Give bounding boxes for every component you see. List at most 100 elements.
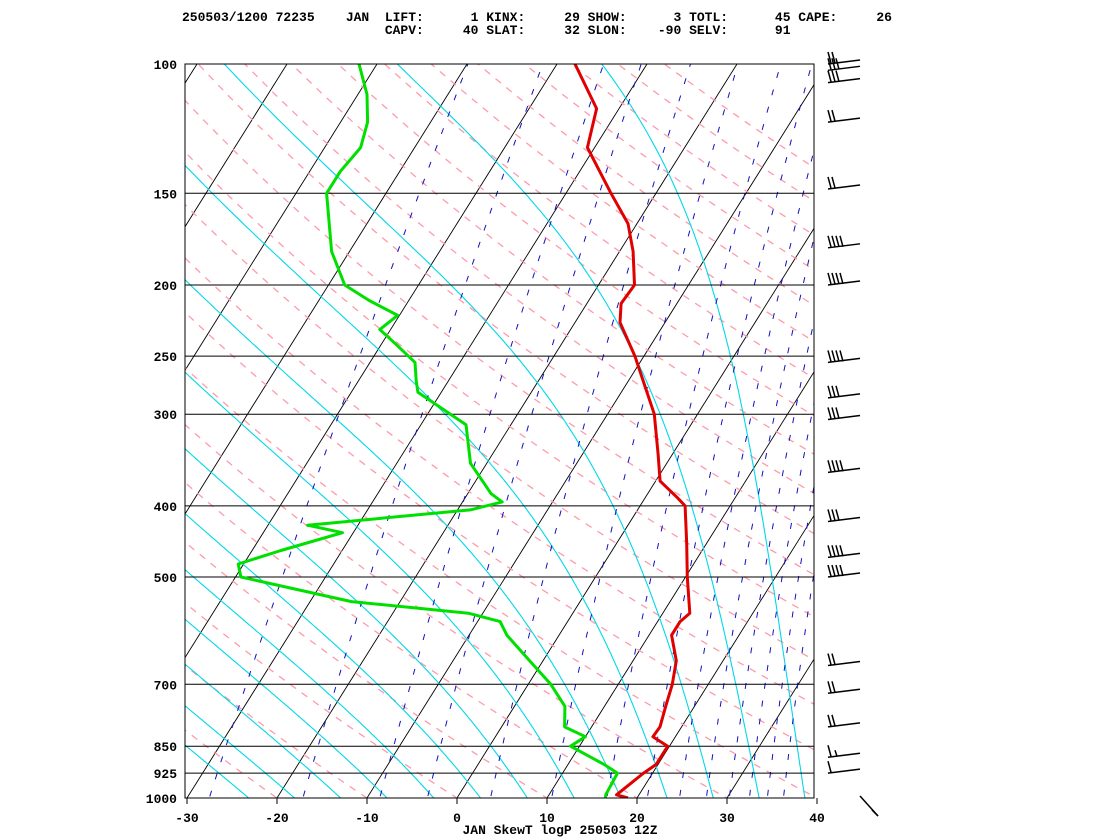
moist-adiabat [185,744,250,798]
isotherm [276,64,738,798]
mixing-ratio-line [728,318,814,798]
wind-barb [827,407,832,419]
wind-barb [835,564,840,577]
pressure-tick-label: 100 [154,58,178,73]
wind-barb [827,467,861,474]
dry-adiabat [185,366,814,798]
mixing-ratio-line [426,64,642,798]
wind-barb [831,407,836,419]
wind-barb [827,688,861,695]
wind-barb [827,516,861,523]
isobars [185,63,814,799]
pressure-tick-label: 400 [154,500,178,515]
wind-barb [827,414,861,421]
wind-barb [827,572,861,578]
header-line-1: 250503/1200 72235 JAN LIFT: 1 KINX: 29 S… [182,10,892,25]
wind-barb [831,509,836,521]
wind-barb [827,552,861,559]
wind-barb [827,653,832,665]
wind-barb [835,70,840,82]
wind-barb [827,564,832,577]
dry-adiabat [570,64,814,236]
isotherm [366,83,814,798]
wind-barb [835,545,840,557]
pressure-tick-label: 300 [154,408,178,423]
wind-barb [831,564,836,577]
temp-tick-label: 30 [719,811,735,826]
dry-adiabat [185,602,459,798]
temp-tick-label: -10 [355,811,379,826]
isotherm [456,227,814,798]
wind-barb [839,460,844,472]
wind-barb [839,545,844,557]
chart-caption: JAN SkewT logP 250503 12Z [462,823,658,838]
dry-adiabat [243,64,814,495]
wind-barb [831,714,836,727]
temp-tick-label: -30 [175,811,199,826]
mixing-ratio-line [782,569,814,798]
wind-barb [827,65,861,72]
isotherm [185,64,468,515]
dry-adiabat [185,481,639,798]
wind-barb [835,509,840,521]
pressure-tick-label: 150 [154,187,178,202]
isotherm [807,30,1120,813]
isotherm [897,30,1120,813]
wind-barb [831,350,836,362]
wind-barb [827,722,861,728]
dewpoint-profile [236,64,619,798]
mixing-ratio-line [766,483,814,798]
wind-barb [831,545,836,557]
profiles [236,64,692,798]
pressure-tick-label: 1000 [146,792,177,807]
wind-barb [831,235,836,248]
header: 250503/1200 72235 JAN LIFT: 1 KINX: 29 S… [0,0,1120,40]
moist-adiabat [185,512,482,798]
isotherm [987,30,1120,813]
temp-tick-label: 0 [453,811,461,826]
wind-barb [827,243,861,249]
moist-adiabat [601,64,806,798]
wind-barbs [827,51,879,817]
wind-barb [827,235,832,248]
mixing-ratio-line [208,64,469,798]
mixing-ratio-line [302,64,544,798]
isotherm [0,30,38,813]
pressure-tick-label: 200 [154,279,178,294]
temp-tick-label: -20 [265,811,289,826]
mixing-ratio-line [678,148,814,798]
wind-barb [831,70,836,82]
wind-barb [835,58,840,70]
dry-adiabat [197,64,814,535]
wind-barb [827,660,861,667]
plot-frame [184,63,815,799]
moist-adiabat [185,618,388,798]
wind-barb [827,385,832,398]
temp-tick-label: 10 [539,811,555,826]
wind-barb [827,59,861,65]
wind-barb [839,235,844,248]
mixing-ratio-line [606,64,782,798]
wind-barb [827,176,832,189]
dry-adiabat [185,203,814,661]
wind-barb [827,745,832,757]
wind-barb [835,385,840,398]
dry-adiabat [185,311,814,751]
moist-adiabat [185,568,435,798]
isotherm [0,30,128,813]
isotherm [546,371,814,798]
pressure-tick-label: 925 [154,767,178,782]
wind-barb [827,681,832,693]
isotherm [186,64,648,798]
wind-barb [827,184,861,190]
pressure-tick-label: 250 [154,350,178,365]
wind-barb [827,760,832,773]
dry-adiabat [185,423,729,798]
wind-barb [827,272,832,285]
wind-barb [835,350,840,362]
wind-barb [835,235,840,248]
isotherm [636,514,814,798]
wind-barb [827,752,861,758]
temp-tick-label: 20 [629,811,645,826]
wind-barb [827,70,832,82]
